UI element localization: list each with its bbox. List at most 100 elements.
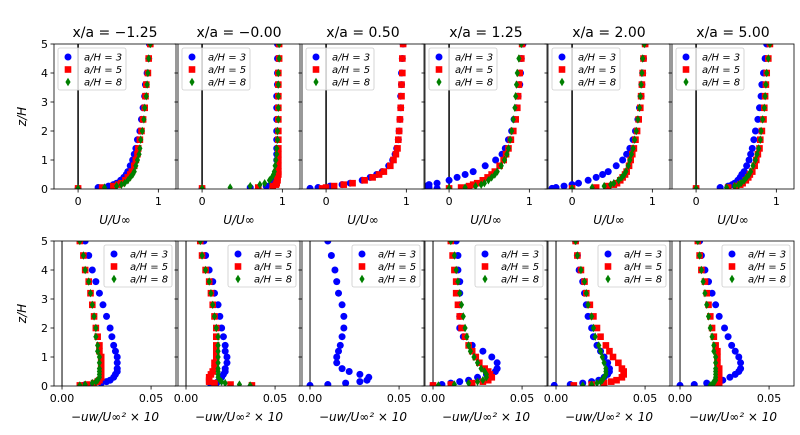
- data-point-square: [322, 184, 330, 189]
- axes-frame: [671, 43, 795, 190]
- data-point-thin-diamond: [736, 180, 742, 189]
- data-point-thin-diamond: [274, 150, 280, 159]
- data-point-circle: [750, 136, 758, 144]
- data-point-thin-diamond: [146, 54, 152, 63]
- data-point-thin-diamond: [86, 277, 92, 286]
- data-point-circle: [113, 353, 121, 361]
- data-point-circle: [479, 347, 487, 355]
- data-point-thin-diamond: [750, 161, 756, 170]
- data-point-thin-diamond: [141, 115, 147, 124]
- data-point-thin-diamond: [464, 332, 470, 341]
- subplot-8: 0.00 0.05−uw/U∞² × 10a/H = 3a/H = 5a/H = …: [174, 240, 301, 424]
- legend-box: [474, 244, 544, 288]
- x-axis-label: −uw/U∞² × 10: [71, 410, 159, 424]
- data-point-square: [211, 379, 218, 386]
- data-point-square: [452, 289, 460, 297]
- legend: a/H = 3a/H = 5 a/H = 8: [305, 47, 375, 91]
- legend-marker-thin-diamond: [729, 274, 735, 284]
- axes-frame: [53, 240, 177, 387]
- data-point-thin-diamond: [509, 126, 515, 136]
- data-point-thin-diamond: [746, 170, 752, 179]
- x-tick-label: 0.00: [298, 392, 323, 405]
- data-point-circle: [103, 312, 111, 320]
- legend-label: a/H = 8: [208, 78, 246, 89]
- x-tick-label: 0.00: [421, 392, 446, 405]
- data-point-circle: [356, 370, 364, 378]
- data-point-thin-diamond: [744, 173, 750, 182]
- data-point-thin-diamond: [597, 347, 604, 356]
- legend-label: a/H = 3: [130, 250, 168, 261]
- axes-frame: [301, 240, 425, 387]
- axes-frame: [177, 240, 301, 387]
- data-point-thin-diamond: [638, 80, 644, 89]
- data-point-thin-diamond: [512, 103, 518, 112]
- x-axis-label: U/U∞: [99, 213, 131, 227]
- axes-frame: [424, 43, 548, 190]
- axes-frame: [424, 240, 548, 387]
- data-point-thin-diamond: [274, 135, 281, 144]
- data-point-square: [609, 353, 617, 361]
- legend-label: a/H = 3: [501, 250, 539, 261]
- data-point-thin-diamond: [518, 44, 524, 49]
- x-tick-label: 1: [649, 195, 656, 208]
- data-point-thin-diamond: [516, 54, 522, 63]
- data-point-thin-diamond: [752, 155, 759, 165]
- data-point-square: [473, 179, 481, 187]
- data-point-thin-diamond: [75, 184, 81, 189]
- legend-marker-square: [604, 263, 612, 270]
- data-point-thin-diamond: [599, 352, 605, 362]
- subplot-2: x/a = −0.00 0 1 U/U∞ a/H = 3a/H = 5 a/H = 8: [174, 25, 301, 227]
- legend-box: [428, 47, 498, 91]
- data-point-square: [465, 182, 473, 189]
- data-point-square: [395, 127, 403, 135]
- data-point-thin-diamond: [601, 181, 607, 189]
- legend-box: [597, 244, 667, 288]
- data-point-thin-diamond: [713, 364, 719, 373]
- axes-frame: [547, 240, 671, 387]
- legend-marker-circle: [358, 250, 366, 258]
- legend-label: a/H = 5: [624, 262, 662, 273]
- data-point-thin-diamond: [507, 135, 513, 144]
- data-point-circle: [306, 184, 314, 189]
- data-point-square: [484, 368, 492, 375]
- data-point-thin-diamond: [498, 161, 504, 170]
- data-point-thin-diamond: [510, 115, 516, 124]
- data-point-thin-diamond: [435, 381, 441, 386]
- data-point-thin-diamond: [702, 289, 708, 298]
- legend-label: a/H = 3: [748, 250, 786, 261]
- data-point-thin-diamond: [458, 300, 465, 309]
- legend-label: a/H = 5: [455, 65, 493, 76]
- x-tick-label: 0.05: [633, 392, 658, 405]
- data-point-square: [715, 365, 723, 372]
- subplot-title: x/a = −0.00: [196, 25, 281, 41]
- data-point-circle: [340, 324, 348, 332]
- axes-frame: [671, 240, 795, 387]
- legend-marker-circle: [604, 250, 612, 258]
- legend-marker-thin-diamond: [111, 274, 117, 284]
- data-point-circle: [218, 324, 226, 332]
- x-tick-label: 0: [199, 195, 206, 208]
- data-point-circle: [306, 381, 314, 386]
- data-point-square: [592, 184, 600, 189]
- y-tick-label: 3: [41, 96, 48, 109]
- legend: a/H = 3a/H = 5 a/H = 8: [428, 47, 498, 91]
- data-point-square: [618, 365, 626, 372]
- y-tick-label: 1: [41, 351, 48, 364]
- data-point-thin-diamond: [206, 277, 212, 286]
- data-point-thin-diamond: [635, 115, 641, 124]
- data-point-thin-diamond: [471, 352, 477, 362]
- data-markers: [676, 241, 745, 386]
- data-point-circle: [425, 181, 433, 189]
- data-point-circle: [85, 252, 93, 259]
- data-point-thin-diamond: [448, 241, 454, 246]
- data-point-circle: [737, 365, 745, 373]
- legend-label: a/H = 5: [130, 262, 168, 273]
- subplot-6: x/a = 5.00 0 1 U/U∞ a/H = 3a/H = 5 a/H = 8: [668, 25, 795, 227]
- data-point-thin-diamond: [210, 300, 216, 309]
- data-point-square: [613, 376, 620, 384]
- data-point-circle: [488, 353, 496, 361]
- data-point-thin-diamond: [589, 380, 595, 386]
- data-markers: [425, 44, 527, 189]
- data-point-square: [484, 376, 492, 384]
